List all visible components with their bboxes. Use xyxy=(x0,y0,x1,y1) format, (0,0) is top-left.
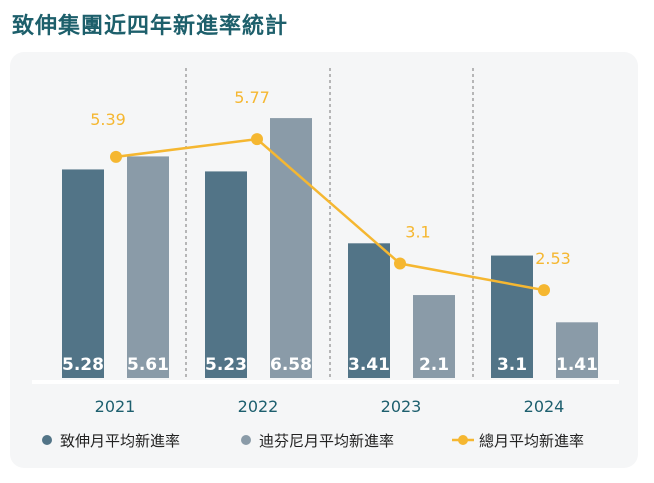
bar-label: 1.41 xyxy=(556,355,598,375)
line-label: 5.39 xyxy=(90,110,126,129)
bar-primax-2024 xyxy=(491,255,533,378)
line-total xyxy=(115,137,545,292)
bar-primax-2021 xyxy=(62,169,104,378)
bar-tymphany-2024 xyxy=(556,322,598,378)
line-point-2022 xyxy=(251,133,263,146)
bar-label: 5.61 xyxy=(127,355,169,375)
bar-primax-2022 xyxy=(205,171,247,378)
bar-label: 3.41 xyxy=(348,355,390,375)
bar-label: 5.28 xyxy=(62,355,104,375)
x-tick-label: 2024 xyxy=(524,397,565,416)
legend-label: 總月平均新進率 xyxy=(479,432,584,450)
bar-tymphany-2022 xyxy=(270,118,312,378)
x-tick-label: 2023 xyxy=(381,397,422,416)
line-label: 2.53 xyxy=(535,249,571,268)
line-label: 5.77 xyxy=(234,88,270,107)
line-point-2023 xyxy=(394,257,406,270)
legend-marker-tymphany xyxy=(241,435,251,445)
bar-label: 3.1 xyxy=(497,355,527,375)
line-label: 3.1 xyxy=(405,223,430,242)
legend-marker-total xyxy=(458,435,468,445)
bar-tymphany-2023 xyxy=(413,295,455,378)
bar-label: 2.1 xyxy=(419,355,449,375)
bar-label: 5.23 xyxy=(205,355,247,375)
chart-card xyxy=(10,52,638,468)
page-title: 致伸集團近四年新進率統計 xyxy=(12,14,289,39)
baseline xyxy=(32,380,619,384)
x-tick-label: 2022 xyxy=(238,397,279,416)
legend-label: 迪芬尼月平均新進率 xyxy=(259,432,394,450)
legend-marker-primax xyxy=(42,435,52,445)
line-point-2024 xyxy=(538,284,550,297)
bar-label: 6.58 xyxy=(270,355,312,375)
legend-label: 致伸月平均新進率 xyxy=(60,432,180,450)
bar-tymphany-2021 xyxy=(127,156,169,378)
line-point-2021 xyxy=(110,150,122,163)
x-tick-label: 2021 xyxy=(95,397,136,416)
bar-primax-2023 xyxy=(348,243,390,378)
